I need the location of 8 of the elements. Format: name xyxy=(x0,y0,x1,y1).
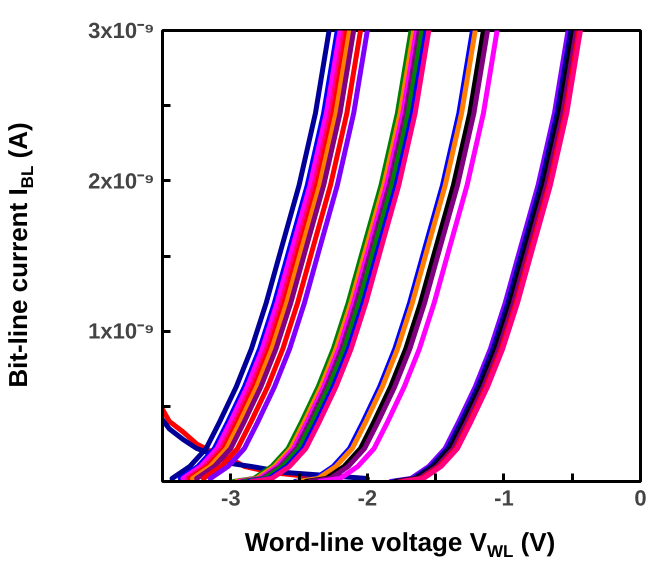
x-axis-title: Word-line voltage V$_{WL}$ (V) xyxy=(244,526,556,563)
y-tick-label: 2x10⁻⁹ xyxy=(88,168,155,194)
y-tick-label: 3x10⁻⁹ xyxy=(88,18,155,43)
x-tick-label: -1 xyxy=(494,486,514,510)
x-tick-label: -3 xyxy=(221,486,241,510)
x-tick-label: -2 xyxy=(358,486,378,510)
y-tick-label: 1x10⁻⁹ xyxy=(88,318,155,344)
x-tick-label: 0 xyxy=(634,486,647,510)
